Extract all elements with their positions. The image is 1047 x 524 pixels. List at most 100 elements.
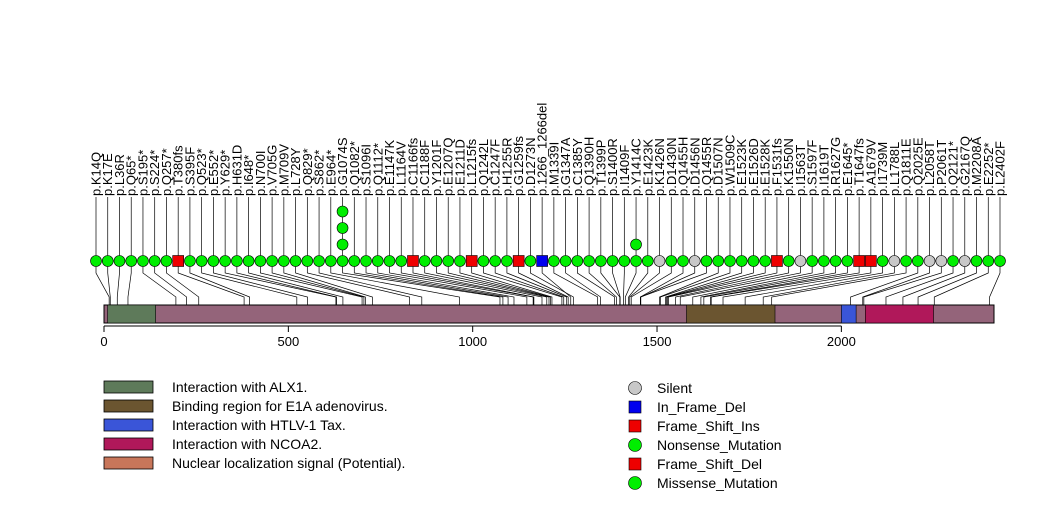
mutation-label: p.V705G bbox=[265, 145, 280, 196]
mutation-label: p.S862* bbox=[312, 150, 327, 196]
connector-line bbox=[666, 261, 754, 305]
connector-line bbox=[166, 261, 200, 305]
mutation-marker bbox=[101, 255, 114, 267]
mutation-marker bbox=[912, 255, 924, 267]
mutation-marker bbox=[771, 255, 783, 267]
mutation-marker bbox=[477, 255, 490, 267]
connector-line bbox=[703, 261, 836, 305]
type-legend-label: Missense_Mutation bbox=[657, 475, 778, 491]
mutation-label: p.Q1242L bbox=[476, 139, 491, 196]
mutation-label: p.C1166fs bbox=[405, 137, 420, 196]
mutation-label: p.L728Y bbox=[288, 147, 303, 196]
domain-2 bbox=[686, 304, 776, 324]
mutation-marker bbox=[336, 238, 349, 251]
mutation-label: p.I648* bbox=[241, 155, 256, 196]
type-legend-label: Frame_Shift_Del bbox=[657, 456, 762, 472]
mutation-marker bbox=[641, 255, 654, 267]
connector-line bbox=[530, 261, 574, 305]
mutation-marker bbox=[301, 255, 314, 267]
connector-line bbox=[612, 261, 621, 305]
type-legend-marker bbox=[628, 400, 642, 414]
connector-line bbox=[659, 261, 719, 305]
mutation-marker bbox=[442, 255, 455, 267]
connector-line bbox=[902, 261, 966, 305]
connector-line bbox=[541, 261, 572, 305]
mutation-marker bbox=[548, 255, 560, 267]
connector-line bbox=[700, 261, 825, 305]
mutation-label: p.Y629* bbox=[218, 150, 233, 196]
connector-line bbox=[377, 261, 515, 305]
mutation-marker bbox=[195, 255, 208, 267]
connector-line bbox=[565, 261, 601, 305]
mutation-marker bbox=[325, 255, 337, 267]
mutation-marker bbox=[184, 255, 196, 267]
connector-line bbox=[506, 261, 568, 305]
type-legend-label: Silent bbox=[657, 380, 692, 396]
mutation-label: p.E1526D bbox=[746, 138, 761, 196]
mutation-marker bbox=[395, 255, 408, 267]
mutation-marker bbox=[125, 255, 138, 267]
connector-line bbox=[679, 261, 801, 305]
connector-line bbox=[885, 261, 954, 305]
connector-lines bbox=[95, 261, 1001, 305]
connector-line bbox=[862, 261, 930, 305]
mutation-marker bbox=[489, 255, 501, 267]
mutation-label: p.N700I bbox=[253, 150, 268, 196]
mutation-marker bbox=[148, 255, 161, 267]
mutation-marker bbox=[759, 255, 771, 267]
mutation-marker bbox=[113, 255, 126, 267]
mutation-label: p.L2402F bbox=[993, 141, 1008, 196]
mutation-label: p.1266_1266del bbox=[535, 103, 550, 196]
mutation-label: p.T1399P bbox=[593, 140, 608, 196]
type-legend-marker bbox=[628, 476, 642, 490]
connector-line bbox=[744, 261, 883, 305]
mutation-marker bbox=[454, 255, 466, 267]
mutation-marker bbox=[313, 255, 325, 267]
mutation-label: p.H1255R bbox=[499, 137, 514, 196]
mutation-label: p.E1528K bbox=[758, 139, 773, 196]
mutation-marker bbox=[688, 255, 701, 267]
mutation-label: p.E964* bbox=[323, 150, 338, 196]
mutation-marker bbox=[383, 255, 396, 267]
mutation-marker bbox=[735, 255, 748, 267]
mutation-label: p.D1456N bbox=[687, 137, 702, 196]
domain-legend: Interaction with ALX1. Binding region for… bbox=[103, 379, 405, 471]
mutation-label: p.E552* bbox=[206, 150, 221, 196]
domain-legend-label: Binding region for E1A adenovirus. bbox=[172, 398, 388, 414]
mutation-label: p.F1531fs bbox=[769, 138, 784, 196]
mutation-label: p.K17E bbox=[100, 153, 115, 196]
mutation-label: p.G1074S bbox=[335, 137, 350, 196]
domain-legend-swatch bbox=[103, 380, 154, 394]
x-axis: 0 500 1000 1500 2000 bbox=[100, 325, 856, 349]
connector-line bbox=[553, 261, 599, 305]
domain-1 bbox=[107, 304, 156, 324]
mutation-label: p.L1788L bbox=[887, 142, 902, 196]
mutation-marker bbox=[254, 255, 267, 267]
mutation-label: p.E1211D bbox=[452, 139, 467, 196]
mutation-marker bbox=[606, 255, 619, 267]
mutation-marker bbox=[724, 255, 736, 267]
mutation-label: p.S195* bbox=[135, 150, 150, 196]
axis-tick-label: 2000 bbox=[827, 334, 856, 349]
mutation-marker bbox=[160, 255, 173, 267]
mutation-marker bbox=[289, 255, 302, 267]
mutation-label: p.I1409F bbox=[617, 145, 632, 196]
mutation-marker bbox=[782, 255, 795, 267]
connector-line bbox=[459, 261, 551, 305]
mutation-label: p.L1164V bbox=[394, 141, 409, 196]
domain-3 bbox=[841, 304, 857, 324]
mutation-marker bbox=[958, 255, 971, 267]
mutation-label: p.K1550N bbox=[781, 138, 796, 196]
mutation-label: p.I1739M bbox=[875, 142, 890, 196]
connector-line bbox=[177, 261, 245, 305]
mutation-marker bbox=[947, 255, 959, 267]
connector-line bbox=[95, 261, 110, 305]
connector-line bbox=[600, 261, 621, 305]
mutation-label: p.H631D bbox=[229, 145, 244, 196]
mutation-marker bbox=[360, 255, 372, 267]
mutation-marker bbox=[278, 255, 290, 267]
mutation-label: p.K14Q bbox=[89, 152, 104, 196]
connector-line bbox=[640, 261, 707, 305]
axis-tick-label: 500 bbox=[277, 334, 299, 349]
mutation-label: p.A1679V bbox=[863, 139, 878, 196]
